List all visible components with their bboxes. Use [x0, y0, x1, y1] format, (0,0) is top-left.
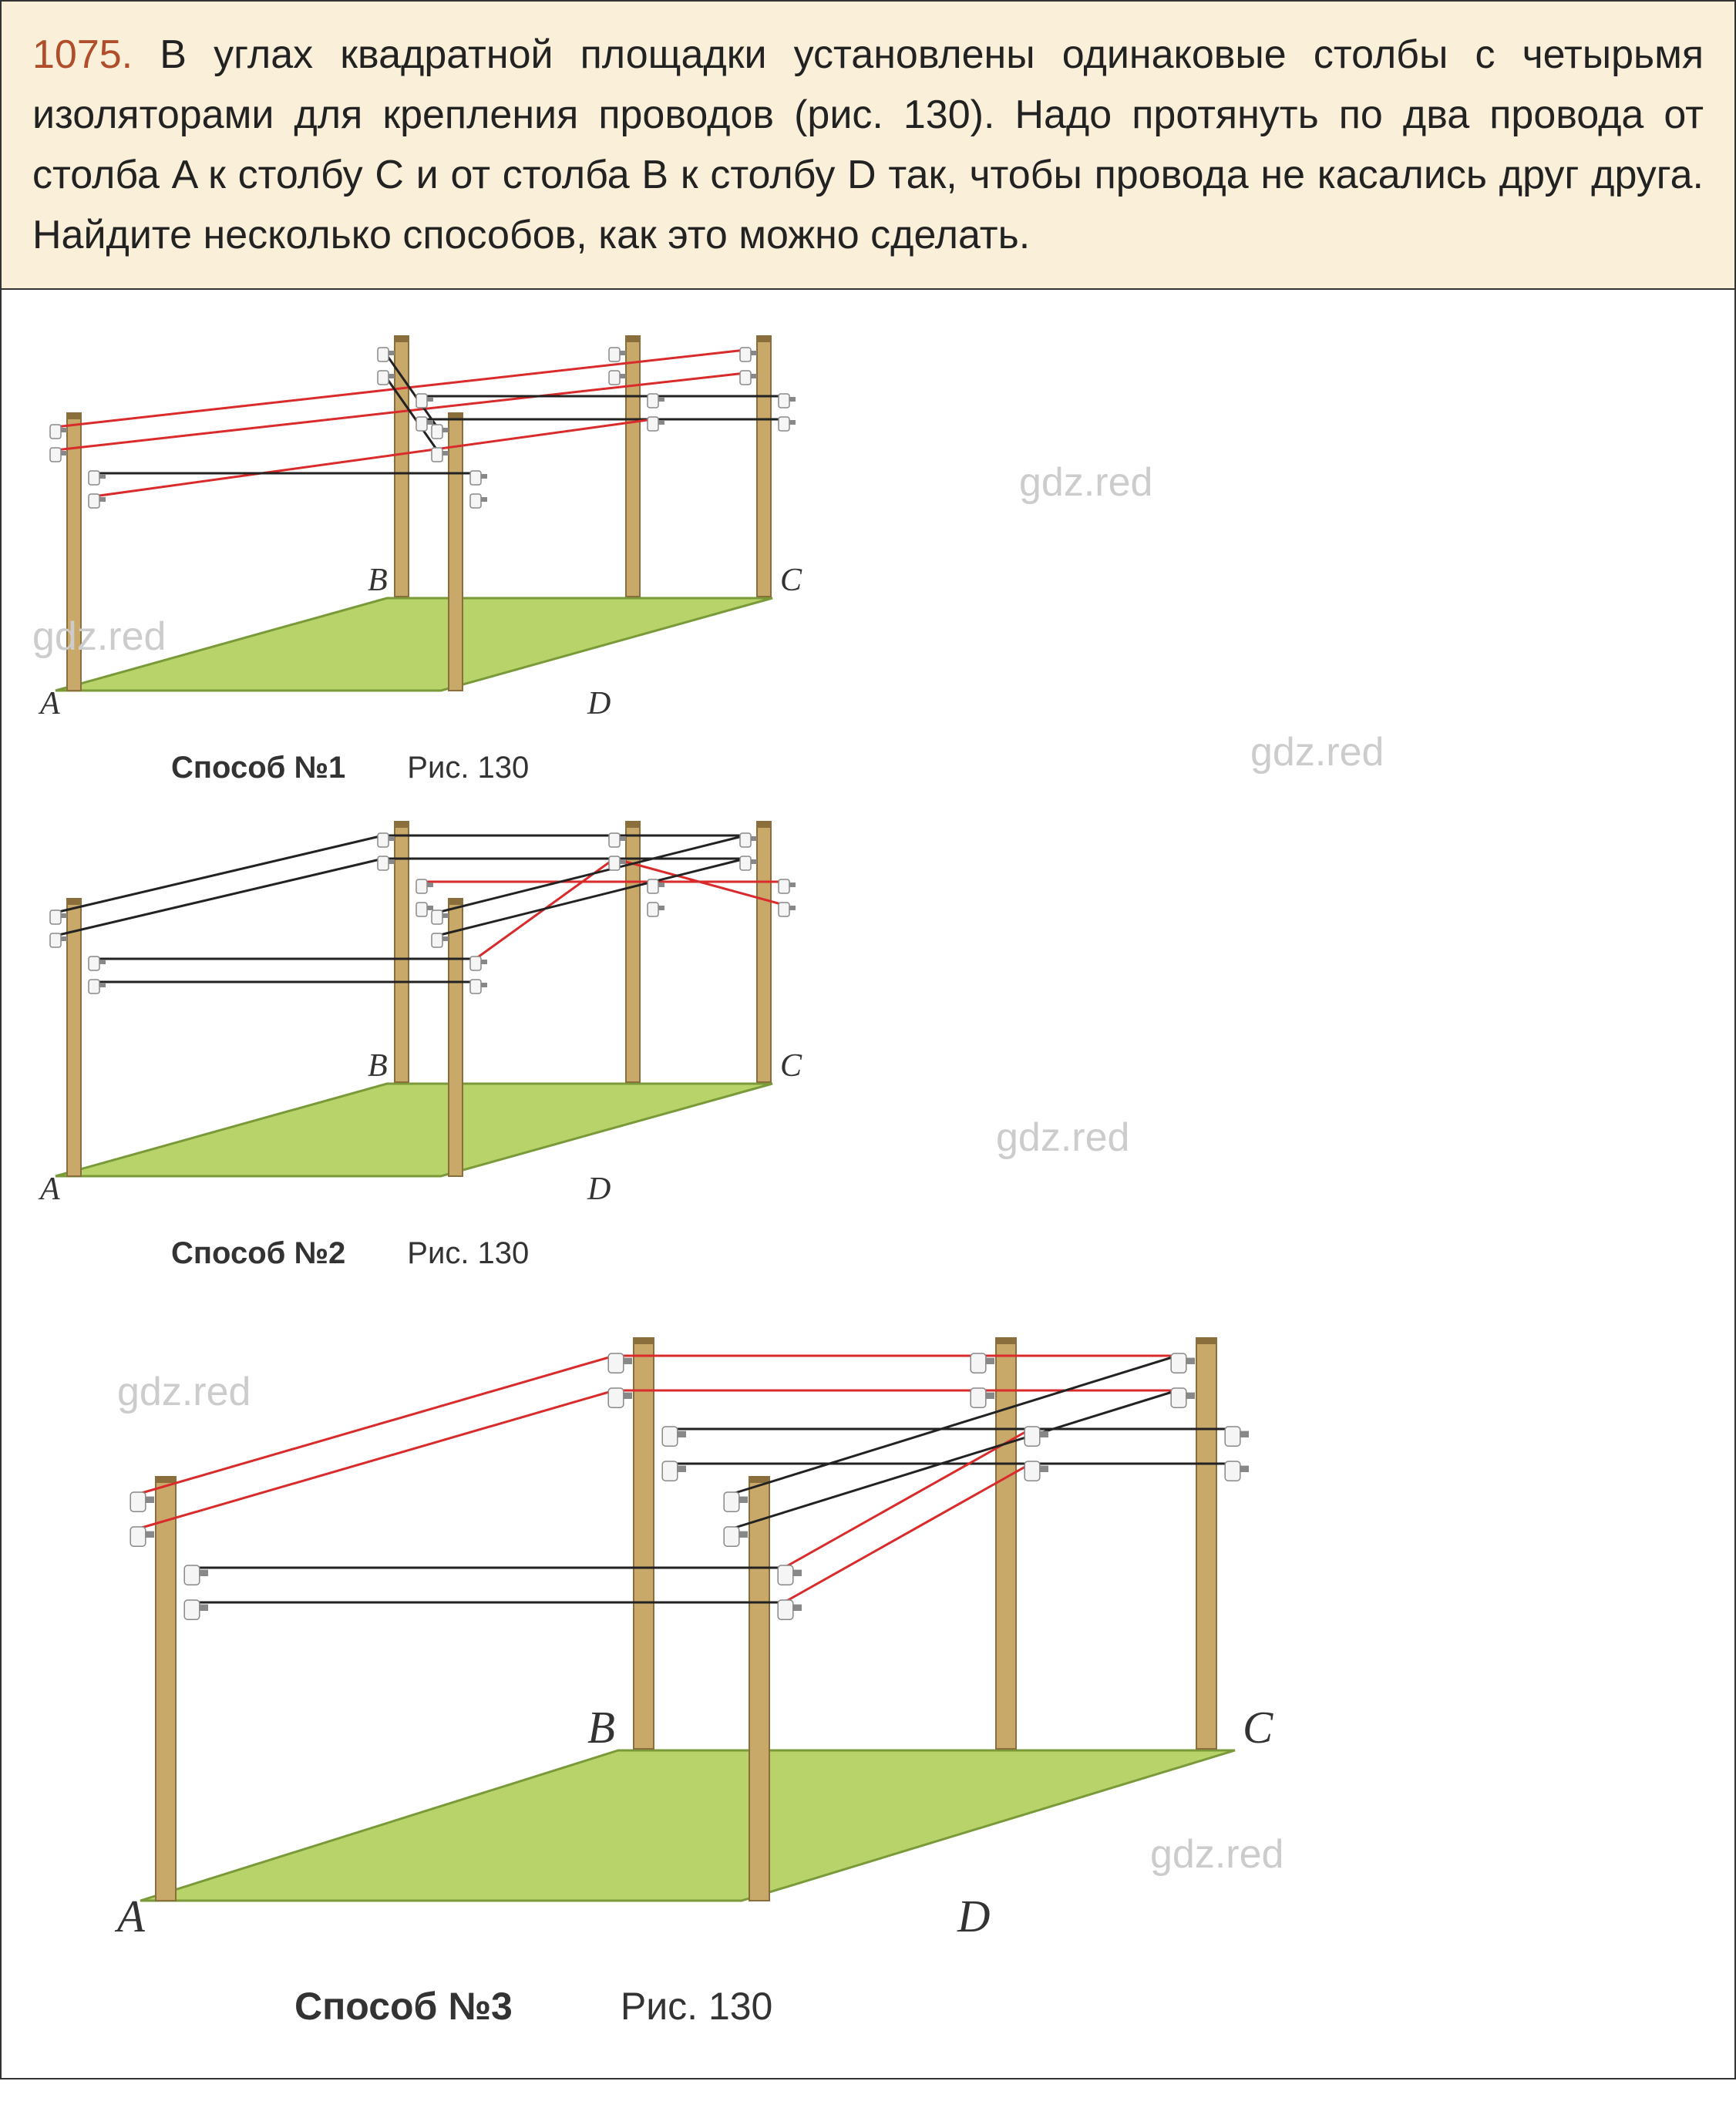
svg-text:C: C: [1243, 1703, 1273, 1753]
problem-text: В углах квадратной площадки установлены …: [32, 32, 1704, 257]
svg-text:B: B: [368, 563, 388, 598]
svg-text:D: D: [957, 1891, 990, 1942]
watermark: gdz.red: [996, 1115, 1129, 1161]
svg-text:D: D: [587, 1172, 611, 1207]
diagram-method-3: A B C D Способ №3 Рис. 130: [94, 1307, 1281, 2029]
svg-text:A: A: [38, 1172, 60, 1207]
svg-text:A: A: [114, 1891, 146, 1942]
method-label-3: Способ №3: [294, 1984, 513, 2029]
diagram-method-2: A B C D Способ №2 Рис. 130: [32, 798, 819, 1271]
svg-text:C: C: [780, 563, 802, 598]
figure-label-1: Рис. 130: [407, 751, 529, 785]
caption-row-2: Способ №2 Рис. 130: [32, 1236, 819, 1271]
diagram-svg-3: A B C D: [94, 1307, 1281, 1978]
svg-text:D: D: [587, 686, 611, 721]
figure-label-3: Рис. 130: [621, 1984, 773, 2029]
problem-statement: 1075. В углах квадратной площадки устано…: [2, 2, 1734, 290]
caption-row-1: Способ №1 Рис. 130: [32, 751, 819, 785]
figure-label-2: Рис. 130: [407, 1236, 529, 1271]
page-container: 1075. В углах квадратной площадки устано…: [0, 0, 1736, 2079]
method-label-1: Способ №1: [171, 751, 345, 785]
diagram-svg-2: A B C D: [32, 798, 819, 1230]
svg-text:B: B: [587, 1703, 615, 1753]
watermark: gdz.red: [1019, 459, 1152, 506]
svg-text:B: B: [368, 1048, 388, 1084]
svg-text:A: A: [38, 686, 60, 721]
watermark: gdz.red: [1250, 729, 1384, 775]
problem-number: 1075.: [32, 32, 133, 77]
method-label-2: Способ №2: [171, 1236, 345, 1271]
diagram-method-1: A B C D Способ №1 Рис. 130: [32, 313, 819, 785]
diagram-svg-1: A B C D: [32, 313, 819, 745]
diagrams-area: A B C D Способ №1 Рис. 130 A B C D Способ №2 Р…: [2, 290, 1734, 2078]
caption-row-3: Способ №3 Рис. 130: [94, 1984, 1281, 2029]
svg-text:C: C: [780, 1048, 802, 1084]
